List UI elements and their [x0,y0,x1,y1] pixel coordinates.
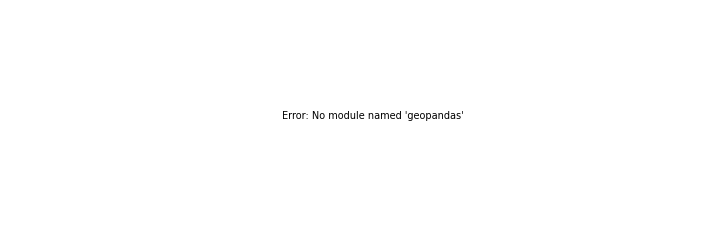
Text: Error: No module named 'geopandas': Error: No module named 'geopandas' [282,111,464,121]
